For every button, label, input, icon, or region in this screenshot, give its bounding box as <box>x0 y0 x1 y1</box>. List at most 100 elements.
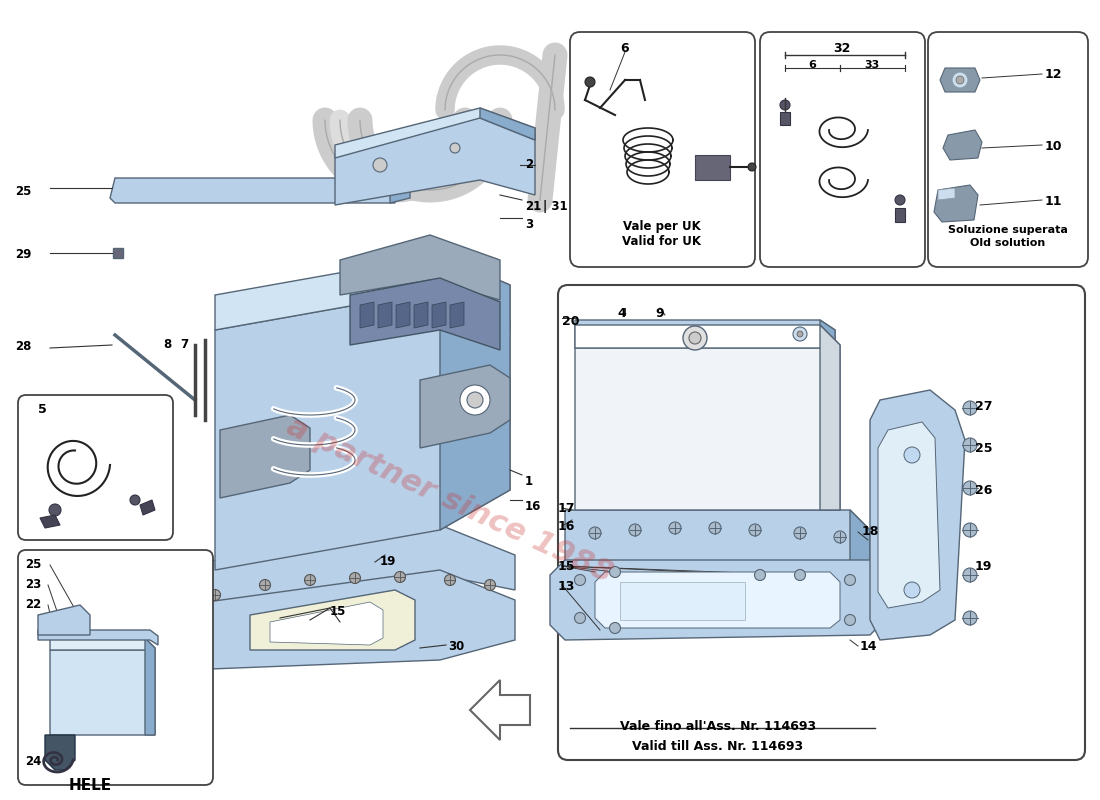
Text: 12: 12 <box>1045 68 1063 81</box>
Text: 32: 32 <box>834 42 850 55</box>
Polygon shape <box>39 605 90 635</box>
Polygon shape <box>575 320 835 348</box>
Text: 30: 30 <box>448 640 464 653</box>
Text: HELE: HELE <box>68 778 111 793</box>
FancyBboxPatch shape <box>18 550 213 785</box>
Circle shape <box>669 522 681 534</box>
Circle shape <box>260 579 271 590</box>
Circle shape <box>793 327 807 341</box>
Polygon shape <box>336 115 535 205</box>
Circle shape <box>962 438 977 452</box>
Text: 11: 11 <box>1045 195 1063 208</box>
Text: Valid for UK: Valid for UK <box>623 235 702 248</box>
Text: 1: 1 <box>525 475 533 488</box>
Circle shape <box>484 579 495 590</box>
Circle shape <box>845 574 856 586</box>
Text: 29: 29 <box>15 248 32 261</box>
Polygon shape <box>113 248 123 258</box>
Polygon shape <box>595 572 840 628</box>
FancyBboxPatch shape <box>18 395 173 540</box>
Circle shape <box>834 531 846 543</box>
Circle shape <box>50 504 60 516</box>
Circle shape <box>780 100 790 110</box>
Text: 6: 6 <box>808 60 816 70</box>
Polygon shape <box>420 365 510 448</box>
Text: 23: 23 <box>25 578 42 591</box>
Polygon shape <box>895 208 905 222</box>
Text: 10: 10 <box>1045 140 1063 153</box>
Circle shape <box>468 392 483 408</box>
Text: 21: 21 <box>525 200 541 213</box>
Text: Valid till Ass. Nr. 114693: Valid till Ass. Nr. 114693 <box>632 740 804 753</box>
Circle shape <box>895 195 905 205</box>
Polygon shape <box>378 302 392 328</box>
Polygon shape <box>39 630 158 645</box>
Text: 33: 33 <box>865 60 880 70</box>
Text: 2: 2 <box>525 158 533 171</box>
Polygon shape <box>390 178 410 203</box>
Circle shape <box>962 568 977 582</box>
Text: Vale fino all'Ass. Nr. 114693: Vale fino all'Ass. Nr. 114693 <box>620 720 816 733</box>
Circle shape <box>755 570 766 581</box>
Polygon shape <box>350 278 500 350</box>
Text: | 31: | 31 <box>543 200 568 213</box>
Circle shape <box>689 332 701 344</box>
Polygon shape <box>185 525 515 610</box>
Polygon shape <box>780 112 790 125</box>
Polygon shape <box>620 582 745 620</box>
Text: 26: 26 <box>975 484 992 497</box>
Polygon shape <box>396 302 410 328</box>
Text: 16: 16 <box>525 500 541 513</box>
Polygon shape <box>450 302 464 328</box>
Polygon shape <box>550 560 886 640</box>
Polygon shape <box>695 155 730 180</box>
Polygon shape <box>270 602 383 645</box>
Polygon shape <box>940 68 980 92</box>
Text: Soluzione superata: Soluzione superata <box>948 225 1068 235</box>
Polygon shape <box>470 680 530 740</box>
FancyBboxPatch shape <box>558 285 1085 760</box>
Circle shape <box>962 481 977 495</box>
Circle shape <box>962 523 977 537</box>
Circle shape <box>574 574 585 586</box>
Polygon shape <box>943 130 982 160</box>
Circle shape <box>748 163 756 171</box>
Circle shape <box>798 331 803 337</box>
Circle shape <box>845 614 856 626</box>
Circle shape <box>794 570 805 581</box>
Circle shape <box>609 566 620 578</box>
Polygon shape <box>50 650 155 735</box>
Circle shape <box>444 574 455 586</box>
Circle shape <box>209 590 220 601</box>
Circle shape <box>629 524 641 536</box>
Circle shape <box>588 527 601 539</box>
Circle shape <box>373 158 387 172</box>
Text: 8: 8 <box>163 338 172 351</box>
Text: 17: 17 <box>558 502 575 515</box>
Polygon shape <box>575 325 840 370</box>
Text: 6: 6 <box>620 42 628 55</box>
Circle shape <box>130 495 140 505</box>
Text: 4: 4 <box>617 307 626 320</box>
Circle shape <box>305 574 316 586</box>
Polygon shape <box>250 590 415 650</box>
Polygon shape <box>820 320 835 348</box>
Circle shape <box>956 76 964 84</box>
Polygon shape <box>870 390 965 640</box>
Polygon shape <box>40 515 60 528</box>
Circle shape <box>450 143 460 153</box>
Polygon shape <box>220 415 310 498</box>
Polygon shape <box>850 510 870 562</box>
Polygon shape <box>432 302 446 328</box>
Polygon shape <box>214 290 510 570</box>
Polygon shape <box>360 302 374 328</box>
FancyBboxPatch shape <box>760 32 925 267</box>
Circle shape <box>395 571 406 582</box>
Circle shape <box>683 326 707 350</box>
Circle shape <box>574 613 585 623</box>
Polygon shape <box>45 735 75 770</box>
Circle shape <box>904 447 920 463</box>
Text: a partner since 1988: a partner since 1988 <box>283 412 617 588</box>
FancyBboxPatch shape <box>928 32 1088 267</box>
Text: 20: 20 <box>562 315 580 328</box>
